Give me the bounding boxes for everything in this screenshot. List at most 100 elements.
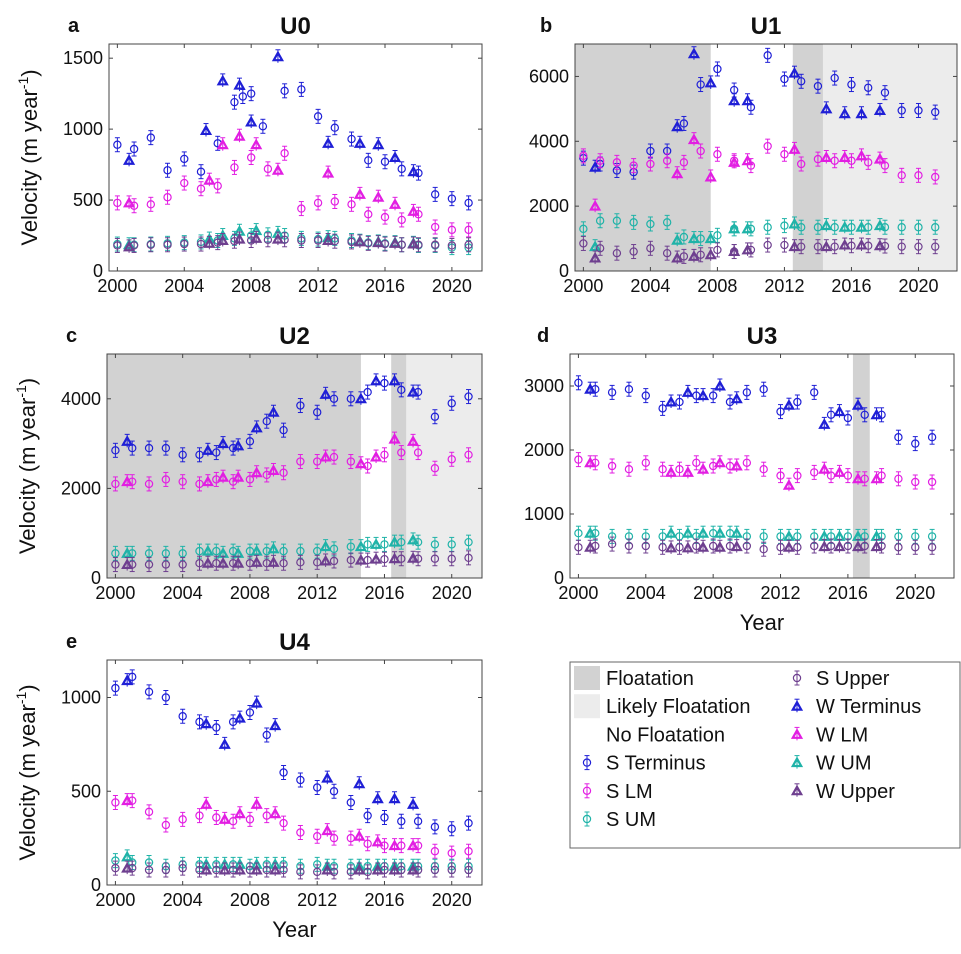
point-w-upper — [322, 232, 335, 247]
point-s-upper — [246, 232, 256, 248]
point-s-upper-marker — [708, 541, 718, 551]
point-s-upper-marker — [464, 865, 473, 875]
point-w-upper — [664, 540, 678, 554]
point-w-upper — [873, 238, 887, 252]
point-w-upper-marker — [122, 240, 136, 252]
point-w-terminus-marker — [741, 94, 754, 106]
point-w-upper — [696, 539, 710, 554]
point-s-terminus-marker — [178, 450, 187, 459]
point-w-lm-marker — [218, 813, 231, 824]
y-axis-label-sup: -1 — [13, 385, 29, 398]
point-s-lm — [246, 150, 256, 165]
point-s-lm-marker — [810, 468, 819, 477]
point-s-terminus-marker — [464, 392, 473, 401]
point-s-upper-marker — [658, 543, 667, 552]
point-w-upper — [407, 236, 420, 251]
point-s-upper-marker — [447, 865, 456, 875]
point-s-lm-marker — [894, 474, 903, 483]
point-s-upper — [612, 245, 622, 261]
point-s-terminus — [196, 164, 206, 180]
point-s-terminus — [927, 429, 937, 445]
point-w-terminus-marker — [728, 94, 741, 106]
point-s-upper — [262, 862, 271, 878]
point-w-upper-marker — [218, 863, 231, 875]
point-s-um — [464, 534, 473, 550]
point-w-terminus — [122, 152, 136, 167]
point-s-upper — [313, 554, 322, 570]
point-w-lm — [233, 806, 246, 820]
point-w-um-marker — [406, 533, 420, 545]
point-w-terminus — [216, 436, 230, 450]
point-s-upper — [245, 862, 255, 878]
legend-marker-w-lm — [790, 726, 804, 741]
point-w-um — [319, 539, 332, 553]
x-tick-label: 2020 — [432, 583, 472, 603]
point-s-lm — [195, 808, 204, 824]
point-s-upper-marker — [763, 240, 772, 250]
point-s-lm — [113, 195, 122, 211]
point-s-lm-marker — [246, 153, 256, 162]
point-s-upper — [894, 539, 903, 555]
point-s-terminus-marker — [574, 378, 583, 387]
axes-box — [106, 659, 483, 886]
point-s-lm-marker — [914, 171, 923, 180]
point-s-terminus-marker — [793, 397, 802, 407]
point-s-upper-marker — [843, 541, 853, 551]
point-w-terminus — [322, 135, 335, 150]
point-s-lm — [662, 153, 672, 169]
point-w-lm-marker — [371, 835, 384, 847]
point-w-terminus-marker — [833, 405, 846, 417]
point-w-terminus — [833, 404, 846, 418]
point-s-lm-marker — [161, 820, 171, 830]
x-tick-label: 2012 — [297, 583, 337, 603]
point-w-upper — [321, 862, 334, 876]
point-s-lm — [397, 838, 406, 854]
point-w-upper — [353, 862, 366, 876]
point-w-lm — [269, 806, 282, 820]
point-w-terminus — [216, 73, 229, 87]
point-w-um-marker — [730, 526, 743, 538]
point-s-lm — [776, 468, 785, 484]
series-s-terminus — [111, 669, 473, 837]
point-s-upper-marker — [279, 559, 288, 568]
point-w-lm — [369, 449, 383, 464]
point-w-terminus-marker — [121, 435, 134, 446]
point-s-lm-marker — [213, 181, 222, 191]
point-w-lm — [353, 828, 366, 843]
point-w-lm — [250, 465, 263, 479]
point-s-upper-marker — [579, 239, 588, 248]
point-w-upper-marker — [584, 541, 597, 552]
point-s-terminus — [864, 80, 873, 96]
point-s-um — [914, 219, 923, 235]
point-w-um-marker — [873, 219, 887, 231]
point-s-upper-marker — [574, 543, 583, 552]
point-s-lm — [464, 222, 473, 238]
point-s-terminus-marker — [363, 811, 372, 820]
point-s-lm — [111, 476, 120, 492]
point-s-terminus — [238, 88, 248, 104]
point-s-terminus-marker — [658, 404, 667, 413]
point-s-terminus-marker — [397, 817, 406, 826]
point-s-terminus — [163, 162, 172, 178]
point-s-upper-marker — [161, 560, 171, 569]
point-s-terminus — [129, 141, 139, 157]
point-w-um — [369, 536, 383, 551]
series-w-upper — [122, 230, 420, 253]
point-s-lm — [430, 843, 440, 859]
point-s-upper — [430, 551, 440, 567]
point-s-upper — [329, 553, 339, 569]
series-w-um — [121, 532, 420, 560]
point-s-upper-marker — [692, 541, 701, 551]
point-s-um-marker — [144, 549, 154, 558]
point-s-terminus — [464, 815, 473, 831]
point-s-lm-marker — [430, 222, 440, 232]
series-w-terminus — [121, 373, 420, 457]
point-s-upper-marker — [196, 239, 206, 249]
point-s-upper-marker — [347, 237, 356, 247]
point-w-lm-marker — [406, 435, 420, 446]
point-s-upper — [329, 864, 339, 880]
point-s-lm-marker — [330, 197, 340, 206]
point-s-lm-marker — [447, 225, 457, 235]
point-s-lm-marker — [329, 452, 339, 462]
point-w-upper-marker — [788, 240, 801, 252]
